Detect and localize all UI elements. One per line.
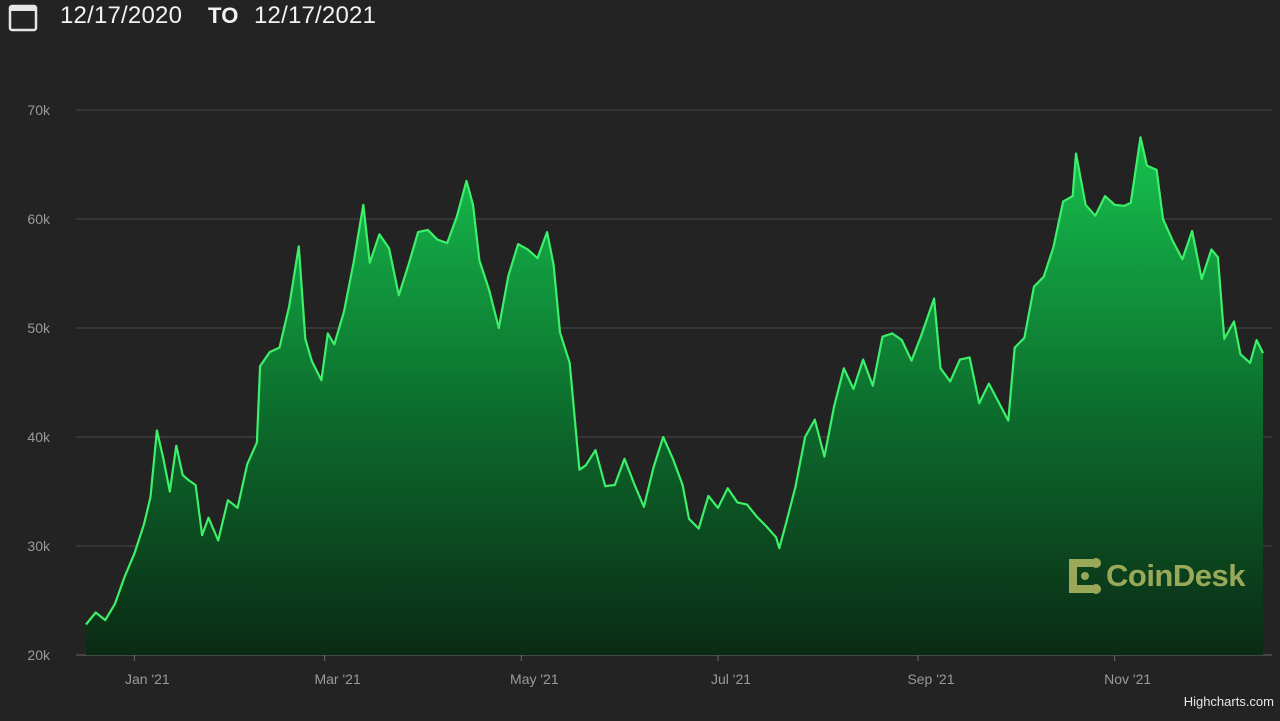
y-tick-label: 60k — [27, 211, 51, 227]
x-tick-label: Nov '21 — [1104, 671, 1151, 687]
y-axis: 20k 30k 40k 50k 60k 70k — [27, 102, 51, 663]
y-tick-label: 40k — [27, 429, 51, 445]
calendar-icon[interactable] — [8, 2, 38, 32]
start-date[interactable]: 12/17/2020 — [60, 2, 183, 29]
highcharts-credits[interactable]: Highcharts.com — [1183, 694, 1274, 709]
x-tick-label: Jul '21 — [711, 671, 751, 687]
x-tick-label: Mar '21 — [314, 671, 360, 687]
price-line — [85, 136, 1264, 626]
y-tick-label: 30k — [27, 538, 51, 554]
date-range-bar: 12/17/2020 TO 12/17/2021 — [0, 0, 1280, 36]
x-tick-label: Sep '21 — [907, 671, 954, 687]
coindesk-wordmark: CoinDesk — [1106, 558, 1245, 593]
y-tick-label: 50k — [27, 320, 51, 336]
price-area — [86, 137, 1263, 656]
x-axis: Jan '21 Mar '21 May '21 Jul '21 Sep '21 Nov '… — [125, 655, 1151, 687]
y-tick-label: 70k — [27, 102, 51, 118]
coindesk-logo-icon — [1069, 558, 1101, 594]
date-separator: TO — [208, 3, 239, 28]
x-tick-label: May '21 — [510, 671, 559, 687]
end-date[interactable]: 12/17/2021 — [254, 2, 377, 29]
y-tick-label: 20k — [27, 647, 51, 663]
x-tick-label: Jan '21 — [125, 671, 170, 687]
coindesk-watermark: CoinDesk — [1066, 556, 1256, 598]
